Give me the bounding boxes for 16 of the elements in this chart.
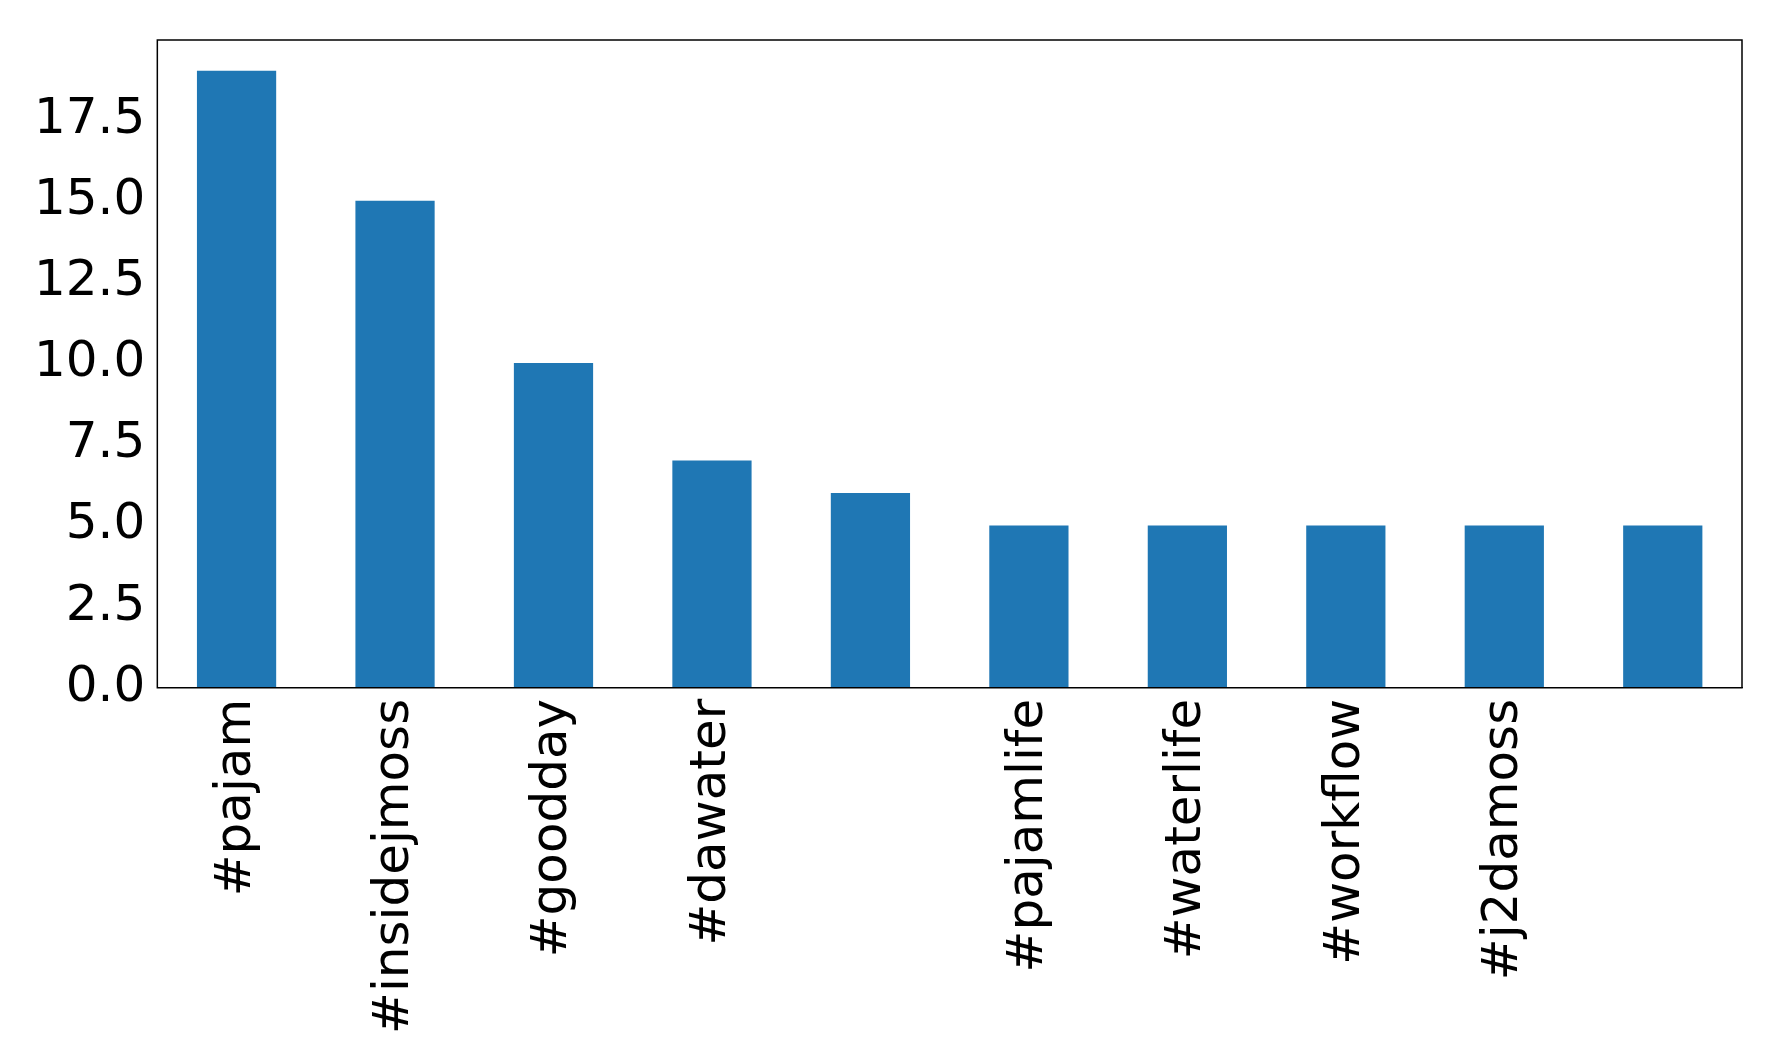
x-tick-label: #waterlife	[1154, 698, 1213, 960]
x-tick-label: #pajam	[203, 698, 262, 897]
y-tick-label: 2.5	[65, 573, 146, 632]
x-tick-label: #j2damoss	[1471, 698, 1530, 981]
x-tick-label: #insidejmoss	[362, 698, 421, 1035]
x-tick-label: #dawater	[678, 698, 737, 946]
y-tick-label: 10.0	[34, 330, 146, 389]
x-tick-label: #workflow	[1312, 698, 1371, 965]
y-tick-label: 0.0	[65, 654, 146, 713]
y-tick-label: 7.5	[65, 411, 146, 470]
y-tick-label: 12.5	[34, 248, 146, 307]
y-tick-label: 17.5	[34, 86, 146, 145]
x-tick-label: #pajamlife	[995, 698, 1054, 973]
y-tick-label: 15.0	[34, 167, 146, 226]
x-tick-label: #goodday	[520, 698, 579, 958]
y-tick-label: 5.0	[65, 492, 146, 551]
